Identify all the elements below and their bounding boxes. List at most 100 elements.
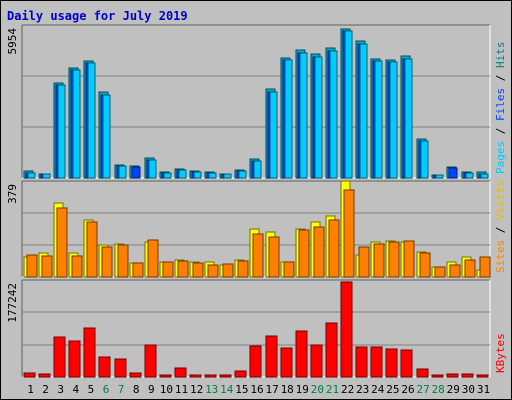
bar-kbytes-3 <box>53 336 66 378</box>
x-tick-label: 29 <box>447 383 460 396</box>
bar-kbytes-14 <box>219 374 232 378</box>
bar-sites-10 <box>162 261 174 278</box>
y-max-label: 5954 <box>6 28 19 55</box>
x-tick-label: 18 <box>281 383 294 396</box>
bar-pages-27 <box>420 140 429 179</box>
bar-pages-15 <box>238 170 247 179</box>
x-tick-label: 21 <box>326 383 339 396</box>
bar-sites-4 <box>71 255 83 278</box>
bar-sites-21 <box>328 219 340 278</box>
bar-kbytes-25 <box>385 348 398 378</box>
bar-kbytes-9 <box>144 344 157 378</box>
bar-kbytes-21 <box>325 322 338 378</box>
bar-pages-21 <box>329 50 338 179</box>
x-tick-label: 17 <box>265 383 278 396</box>
bar-kbytes-18 <box>280 347 293 378</box>
x-tick-label: 3 <box>57 383 64 396</box>
x-tick-label: 16 <box>250 383 263 396</box>
bar-sites-16 <box>252 233 264 278</box>
bar-pages-25 <box>389 61 398 179</box>
bar-kbytes-13 <box>204 374 217 378</box>
bar-pages-5 <box>87 62 96 179</box>
bar-pages-9 <box>148 159 157 179</box>
bar-sites-31 <box>479 256 491 278</box>
bar-sites-24 <box>373 243 385 278</box>
bar-sites-9 <box>147 239 159 278</box>
bar-sites-5 <box>86 221 98 278</box>
bar-pages-26 <box>404 58 413 179</box>
x-tick-label: 11 <box>175 383 188 396</box>
bar-sites-26 <box>403 240 415 278</box>
bar-sites-30 <box>464 259 476 278</box>
legend-entry: Hits <box>494 42 507 69</box>
bar-sites-17 <box>268 236 280 278</box>
bar-kbytes-2 <box>38 373 51 378</box>
bar-kbytes-7 <box>114 358 127 378</box>
legend-entry: KBytes <box>494 333 507 373</box>
bar-kbytes-28 <box>431 374 444 378</box>
x-tick-label: 31 <box>477 383 490 396</box>
x-tick-label: 25 <box>386 383 399 396</box>
bar-kbytes-17 <box>265 335 278 378</box>
bar-sites-23 <box>358 246 370 278</box>
legend-entry: Sites <box>494 240 507 273</box>
bar-sites-7 <box>117 244 129 278</box>
legend-entry: / <box>494 121 507 141</box>
x-tick-label: 9 <box>148 383 155 396</box>
x-tick-label: 30 <box>462 383 475 396</box>
bar-sites-25 <box>388 241 400 278</box>
bar-pages-23 <box>359 43 368 179</box>
bar-kbytes-8 <box>129 372 142 378</box>
bar-kbytes-19 <box>295 330 308 378</box>
bar-kbytes-10 <box>159 374 172 378</box>
bar-kbytes-29 <box>446 373 459 378</box>
bar-kbytes-5 <box>83 327 96 378</box>
x-tick-label: 10 <box>160 383 173 396</box>
bar-pages-31 <box>480 173 489 179</box>
bar-pages-22 <box>344 30 353 179</box>
bar-sites-13 <box>207 264 219 278</box>
x-tick-label: 24 <box>371 383 385 396</box>
bar-sites-22 <box>343 189 355 278</box>
x-tick-label: 22 <box>341 383 354 396</box>
bar-pages-1 <box>27 172 36 179</box>
bar-kbytes-22 <box>340 281 353 378</box>
bar-pages-6 <box>102 94 111 179</box>
x-tick-label: 12 <box>190 383 203 396</box>
legend-entry: / <box>494 68 507 88</box>
bar-pages-12 <box>193 171 202 179</box>
bar-sites-1 <box>26 254 38 278</box>
x-tick-label: 14 <box>220 383 234 396</box>
series-legend: KBytes <box>494 333 507 373</box>
bar-sites-18 <box>283 261 295 278</box>
bar-kbytes-31 <box>476 374 489 378</box>
bar-kbytes-27 <box>416 368 429 378</box>
bar-pages-17 <box>269 91 278 179</box>
bar-kbytes-20 <box>310 344 323 378</box>
bar-sites-15 <box>237 260 249 278</box>
x-tick-label: 15 <box>235 383 248 396</box>
bar-files-8 <box>131 166 141 179</box>
x-tick-label: 20 <box>311 383 324 396</box>
bar-files-29 <box>448 167 458 179</box>
bar-pages-28 <box>435 174 444 179</box>
bar-kbytes-16 <box>249 345 262 378</box>
legend-entry: Pages <box>494 141 507 174</box>
bar-kbytes-12 <box>189 374 202 378</box>
bar-sites-28 <box>434 266 446 278</box>
bar-pages-20 <box>314 56 323 179</box>
legend-entry: Files <box>494 88 507 121</box>
bar-pages-4 <box>72 69 81 179</box>
series-legend: Sites / Visits <box>494 180 507 273</box>
bar-sites-2 <box>41 255 53 278</box>
x-tick-label: 1 <box>27 383 34 396</box>
bar-sites-8 <box>132 262 144 278</box>
bar-kbytes-1 <box>23 372 36 378</box>
bar-pages-10 <box>163 172 172 179</box>
y-max-label: 379 <box>6 184 19 204</box>
legend-entry: / <box>494 220 507 240</box>
series-legend: Pages / Files / Hits <box>494 42 507 175</box>
bar-kbytes-15 <box>234 370 247 378</box>
y-max-label: 177242 <box>6 283 19 323</box>
